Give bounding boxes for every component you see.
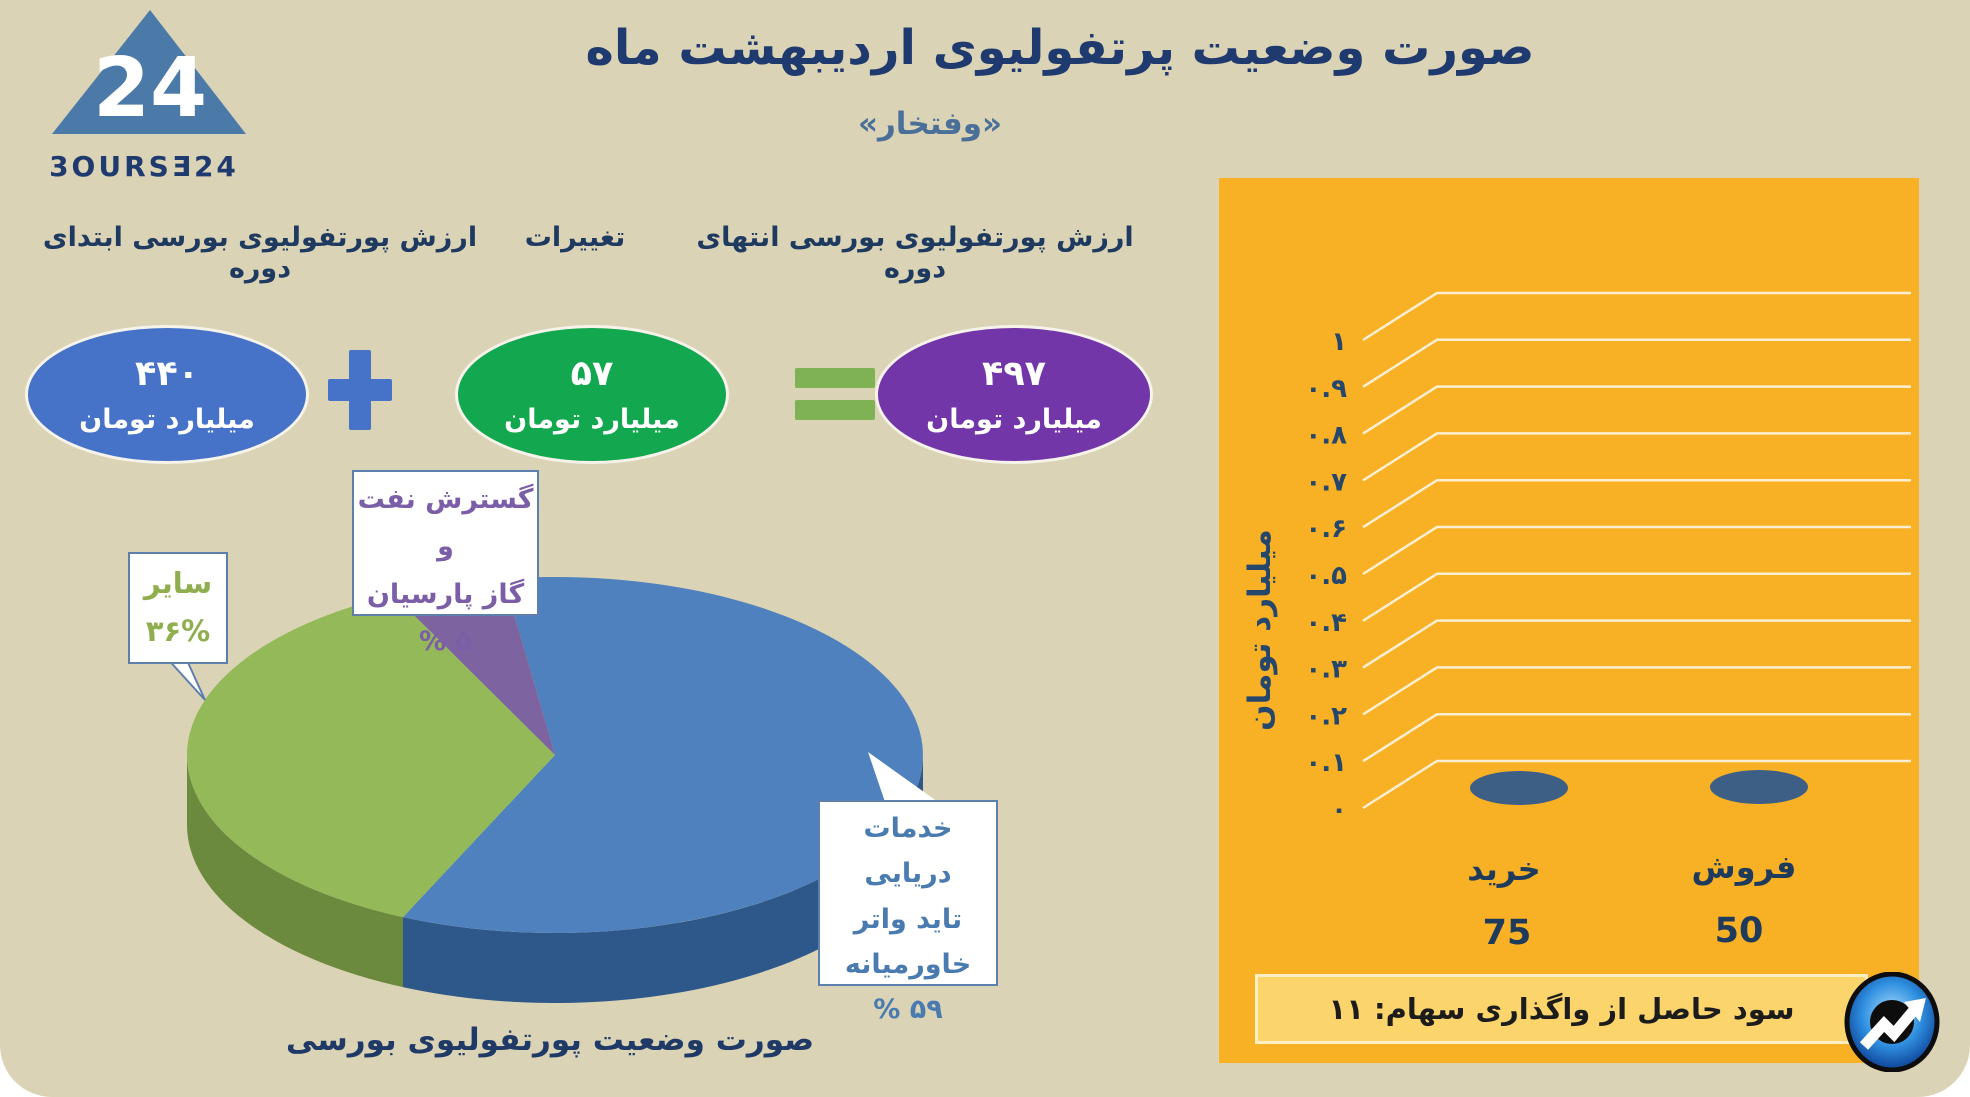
change-value: ۵۷ (570, 353, 614, 394)
value-bubble-change: ۵۷ میلیارد تومان (455, 325, 729, 464)
logo-wordmark: 3OURSƎ24 (49, 150, 239, 183)
label-changes: تغییرات (524, 222, 626, 253)
buy-sell-chart-panel: ۱ ۰.۹ ۰.۸ ۰.۷ ۰.۶ ۰.۵ ۰.۴ ۰.۳ ۰.۲ ۰.۱ ۰ خرید فروش … (1219, 178, 1919, 1063)
bourse24-triangle-icon: 24 3OURSƎ24 (49, 10, 246, 183)
pie-slice-parsian-5 (393, 578, 555, 755)
gridline (1362, 338, 1911, 388)
gridline (1362, 619, 1911, 669)
bourse24-logo: 24 3OURSƎ24 (38, 4, 250, 196)
y-tick-label: ۰.۲ (1305, 701, 1347, 731)
value-bubble-end: ۴۹۷ میلیارد تومان (875, 325, 1153, 464)
start-unit: میلیارد تومان (79, 403, 255, 435)
page-title: صورت وضعیت پرتفولیوی اردیبهشت ماه (585, 20, 1535, 76)
y-tick-label: ۰.۷ (1305, 467, 1347, 497)
pie-callout-tidewater: خدمات دریایی تاید واتر خاورمیانه ۵۹ % (818, 800, 998, 1025)
y-axis-title: میلیارد تومان (1242, 529, 1278, 731)
category-label-sell: فروش (1692, 848, 1797, 886)
y-tick-label: ۰.۳ (1305, 655, 1347, 685)
badge-arrowhead (1904, 998, 1926, 1022)
gridline (1362, 478, 1911, 529)
pie-caption: صورت وضعیت پورتفولیوی بورسی (285, 1022, 815, 1058)
y-tick-label: ۰.۴ (1305, 608, 1347, 638)
end-unit: میلیارد تومان (926, 403, 1102, 435)
pie-slice-other-36 (186, 595, 556, 918)
value-bubble-start: ۴۴۰ میلیارد تومان (25, 325, 309, 464)
profit-note: سود حاصل از واگذاری سهام: ۱۱ (1255, 974, 1868, 1044)
badge-arrow (1859, 1006, 1919, 1050)
y-tick-label: ۰.۹ (1305, 374, 1347, 404)
gridline (1362, 666, 1911, 716)
pie-wall-other (187, 755, 403, 988)
y-tick-label: ۰.۵ (1305, 561, 1347, 591)
label-end-period: ارزش پورتفولیوی بورسی انتهای دوره (696, 222, 1134, 284)
pie-slice-tidewater-59 (403, 576, 923, 933)
change-unit: میلیارد تومان (504, 403, 680, 435)
gridline (1362, 525, 1911, 576)
profit-note-text: سود حاصل از واگذاری سهام: ۱۱ (1328, 992, 1795, 1026)
value-label-sell: 50 (1715, 911, 1764, 951)
pie-callout-parsian: گسترش نفت و گاز پارسیان ۵ % (352, 470, 539, 657)
value-label-buy: 75 (1483, 913, 1532, 953)
pie-callout-other: سایر ۳۶% (128, 552, 228, 664)
gridline (1362, 712, 1911, 763)
start-value: ۴۴۰ (134, 353, 200, 394)
gridline (1362, 291, 1911, 342)
category-label-buy: خرید (1467, 850, 1540, 888)
buy-sell-chart: ۱۰.۹۰.۸۰.۷۰.۶۰.۵۰.۴۰.۳۰.۲۰.۱۰ خرید فروش … (1305, 291, 1911, 953)
label-start-period: ارزش پورتفولیوی بورسی ابتدای دوره (42, 222, 478, 284)
plus-icon (328, 350, 392, 430)
portfolio-pie-chart (60, 540, 1060, 1020)
equals-icon (795, 368, 875, 420)
callout-tail-tidewater (868, 752, 938, 802)
y-tick-label: ۰.۱ (1305, 748, 1347, 778)
end-value: ۴۹۷ (981, 353, 1047, 394)
y-tick-label: ۰.۸ (1305, 421, 1347, 451)
gridline (1362, 572, 1911, 622)
page-subtitle: «وفتخار» (857, 106, 1003, 142)
bourse24-badge-icon (1842, 971, 1942, 1073)
y-tick-label: ۱ (1331, 327, 1347, 357)
cylinder-buy (1470, 771, 1568, 805)
gridline (1362, 759, 1911, 810)
gridline (1362, 385, 1911, 435)
y-tick-label: ۰ (1331, 795, 1347, 825)
cylinder-sell (1710, 770, 1808, 804)
logo-24-text: 24 (93, 41, 207, 136)
y-tick-label: ۰.۶ (1305, 514, 1347, 544)
gridline (1362, 432, 1911, 482)
triangle-shape (52, 10, 246, 134)
pie-wall-tidewater (403, 755, 923, 1003)
gridlines-and-ticks: ۱ ۰.۹ ۰.۸ ۰.۷ ۰.۶ ۰.۵ ۰.۴ ۰.۳ ۰.۲ ۰.۱ ۰ (1305, 291, 1911, 825)
